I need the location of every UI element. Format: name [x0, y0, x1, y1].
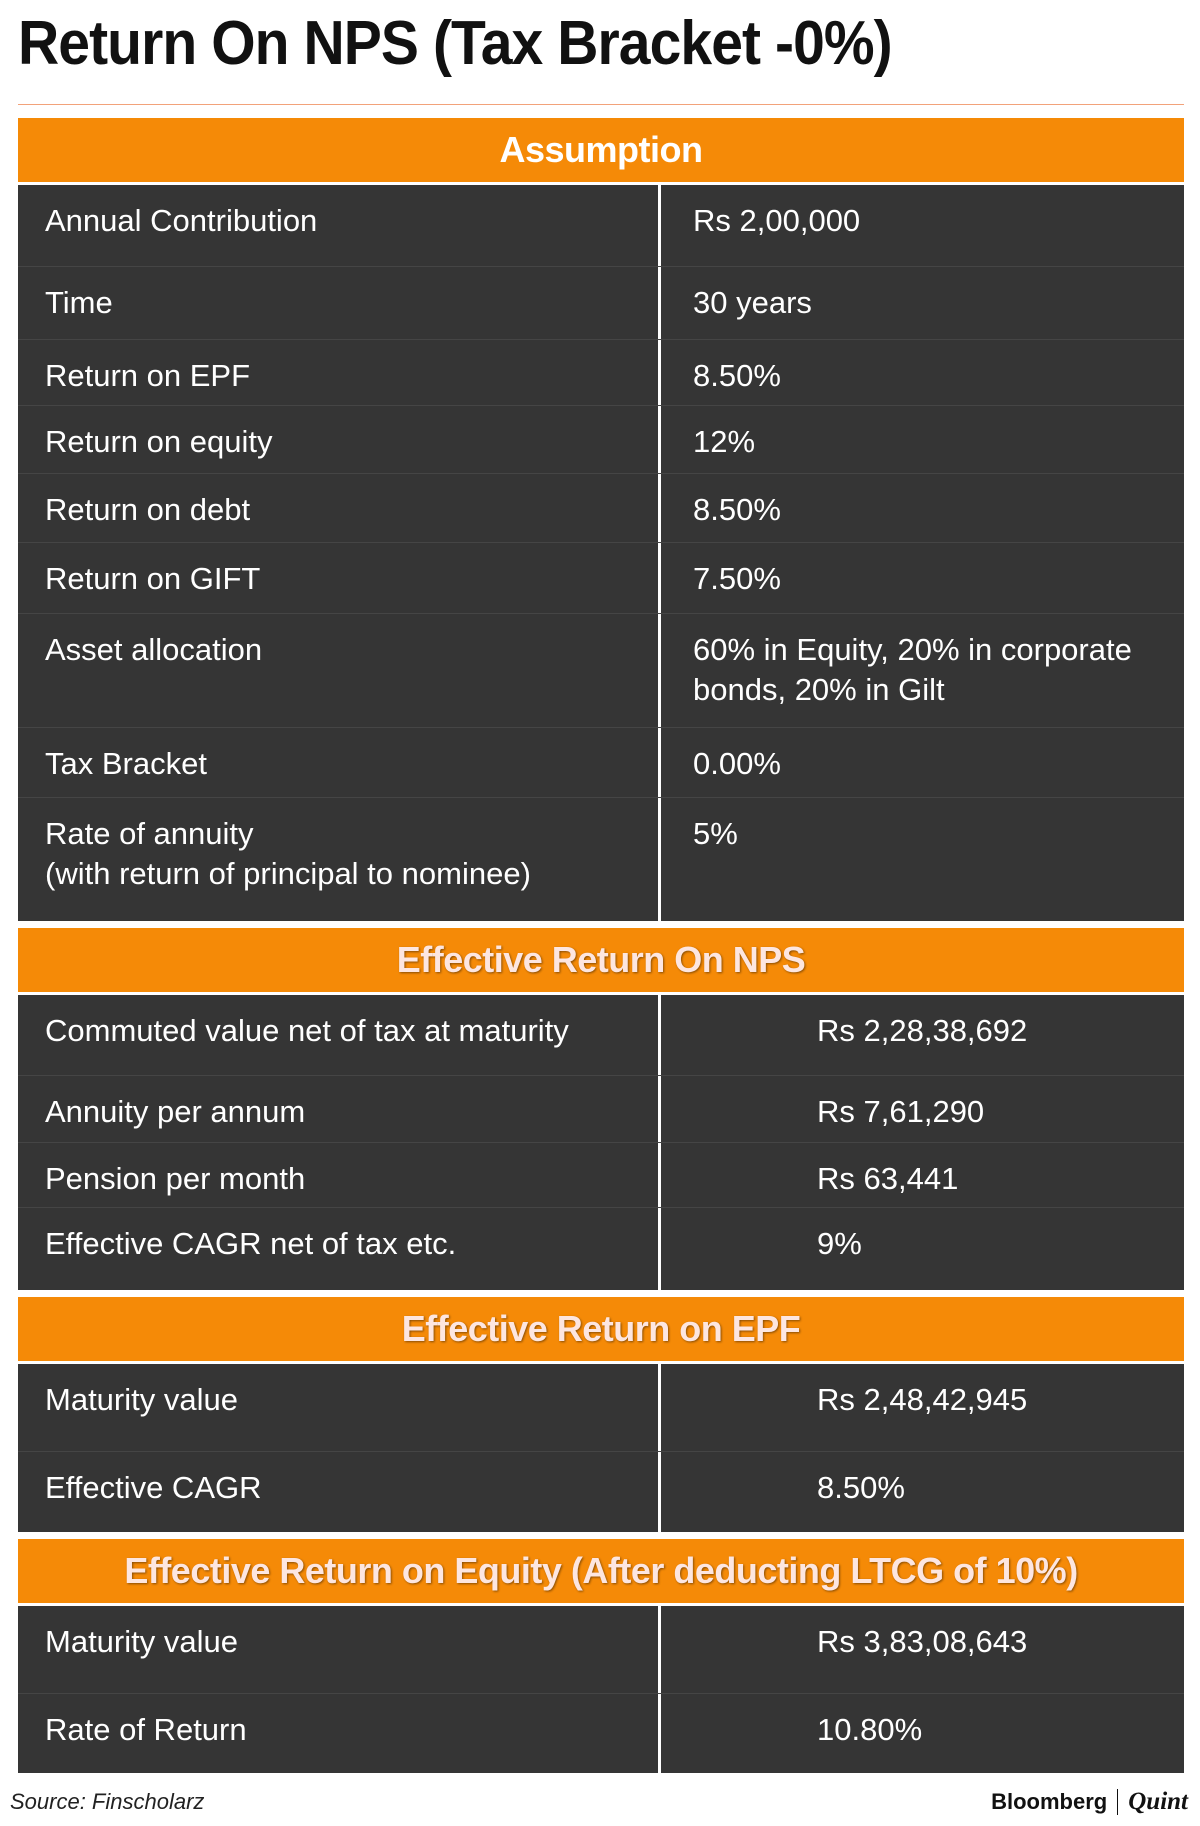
table-row: Maturity value Rs 3,83,08,643 — [18, 1606, 1184, 1694]
section-heading: Effective Return on EPF — [18, 1297, 1184, 1364]
table-row: Commuted value net of tax at maturity Rs … — [18, 995, 1184, 1076]
table-row: Return on debt 8.50% — [18, 474, 1184, 543]
row-value: 5% — [693, 816, 738, 851]
row-label: Rate of annuity (with return of principa… — [18, 798, 661, 921]
row-value: 8.50% — [817, 1470, 905, 1505]
row-label: Maturity value — [18, 1606, 661, 1693]
section-heading: Effective Return On NPS — [18, 928, 1184, 995]
footer: Source: Finscholarz Bloomberg Quint — [10, 1782, 1188, 1822]
brand-partner: Quint — [1128, 1788, 1188, 1815]
row-label: Effective CAGR net of tax etc. — [18, 1208, 661, 1290]
title-rule — [18, 104, 1184, 105]
table-row: Maturity value Rs 2,48,42,945 — [18, 1364, 1184, 1452]
row-value: 7.50% — [693, 561, 781, 596]
section: Effective Return On NPS Commuted value ne… — [18, 928, 1184, 1290]
row-label: Commuted value net of tax at maturity — [18, 995, 661, 1075]
row-value: 60% in Equity, 20% in corporate bonds, 2… — [693, 632, 1132, 708]
row-value: Rs 2,00,000 — [693, 203, 861, 238]
section-heading: Effective Return on Equity (After deduct… — [18, 1539, 1184, 1606]
table-row: Time 30 years — [18, 267, 1184, 340]
row-value: 12% — [693, 424, 756, 459]
row-label: Maturity value — [18, 1364, 661, 1451]
title: Return On NPS (Tax Bracket -0%) — [18, 9, 893, 78]
row-label: Pension per month — [18, 1143, 661, 1207]
table-row: Tax Bracket 0.00% — [18, 728, 1184, 798]
source: Source: Finscholarz — [10, 1789, 205, 1814]
table-row: Rate of annuity (with return of principa… — [18, 798, 1184, 921]
row-value: Rs 2,28,38,692 — [817, 1013, 1028, 1048]
table-row: Effective CAGR 8.50% — [18, 1452, 1184, 1532]
table-row: Annuity per annum Rs 7,61,290 — [18, 1076, 1184, 1143]
row-label: Return on equity — [18, 406, 661, 473]
section: Assumption Annual Contribution Rs 2,00,000… — [18, 118, 1184, 921]
table-row: Pension per month Rs 63,441 — [18, 1143, 1184, 1208]
row-value: 0.00% — [693, 746, 781, 781]
table-row: Return on equity 12% — [18, 406, 1184, 474]
table-row: Return on GIFT 7.50% — [18, 543, 1184, 614]
table-row: Annual Contribution Rs 2,00,000 — [18, 185, 1184, 267]
row-label: Return on GIFT — [18, 543, 661, 613]
table-row: Effective CAGR net of tax etc. 9% — [18, 1208, 1184, 1290]
table-row: Asset allocation 60% in Equity, 20% in co… — [18, 614, 1184, 728]
row-label: Return on debt — [18, 474, 661, 542]
table-row: Rate of Return 10.80% — [18, 1694, 1184, 1773]
tables: Assumption Annual Contribution Rs 2,00,000… — [18, 118, 1184, 1780]
row-label: Effective CAGR — [18, 1452, 661, 1532]
row-value: Rs 63,441 — [817, 1161, 959, 1196]
row-value: 10.80% — [817, 1712, 923, 1747]
row-label: Annual Contribution — [18, 185, 661, 266]
table-row: Return on EPF 8.50% — [18, 340, 1184, 406]
row-value: Rs 7,61,290 — [817, 1094, 985, 1129]
row-value: Rs 3,83,08,643 — [817, 1624, 1028, 1659]
section: Effective Return on Equity (After deduct… — [18, 1539, 1184, 1773]
row-label: Return on EPF — [18, 340, 661, 405]
row-value: 8.50% — [693, 492, 781, 527]
row-label: Tax Bracket — [18, 728, 661, 797]
brand-name: Bloomberg — [991, 1789, 1108, 1814]
row-label: Rate of Return — [18, 1694, 661, 1773]
brand: Bloomberg Quint — [991, 1788, 1188, 1816]
row-value: 30 years — [693, 285, 812, 320]
row-label: Asset allocation — [18, 614, 661, 727]
section-heading: Assumption — [18, 118, 1184, 185]
section: Effective Return on EPF Maturity value Rs … — [18, 1297, 1184, 1532]
row-value: Rs 2,48,42,945 — [817, 1382, 1028, 1417]
brand-separator — [1117, 1789, 1119, 1815]
row-value: 8.50% — [693, 358, 781, 393]
row-label: Annuity per annum — [18, 1076, 661, 1142]
row-label: Time — [18, 267, 661, 339]
row-value: 9% — [817, 1226, 862, 1261]
